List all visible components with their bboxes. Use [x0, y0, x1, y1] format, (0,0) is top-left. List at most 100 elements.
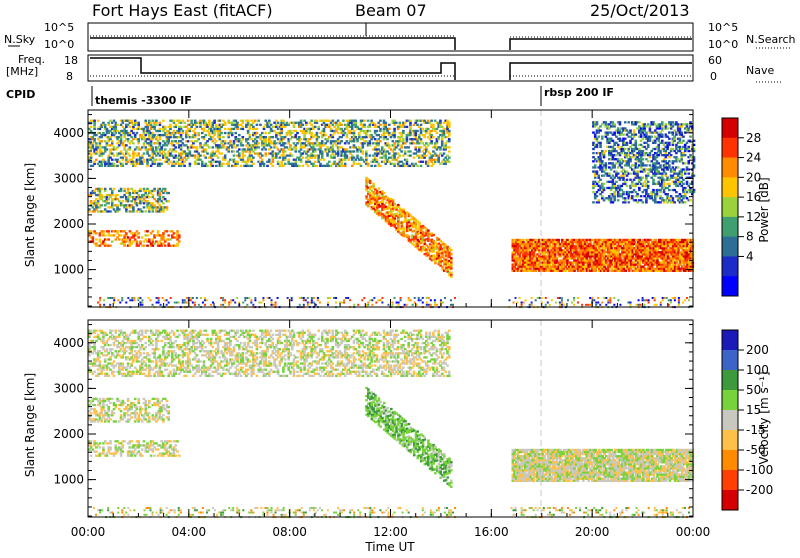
power-cell	[280, 161, 283, 163]
power-cell	[93, 120, 96, 122]
power-cell	[152, 146, 155, 148]
power-cell	[358, 146, 361, 148]
power-cell	[383, 134, 386, 136]
power-cell	[376, 140, 379, 142]
power-cell	[167, 200, 170, 202]
power-cell	[610, 263, 613, 265]
power-cell	[164, 188, 167, 190]
power-cell	[422, 161, 425, 163]
power-cell	[522, 239, 525, 241]
power-cell	[233, 128, 236, 130]
power-cell	[197, 132, 200, 134]
power-cell	[107, 154, 110, 156]
power-cell	[622, 191, 625, 193]
beam-title: Beam 07	[355, 1, 427, 20]
power-cell	[404, 122, 407, 124]
power-cell	[106, 128, 109, 130]
power-cell	[358, 134, 361, 136]
power-cell	[264, 120, 267, 122]
power-cell	[277, 163, 280, 165]
power-cell	[418, 126, 421, 128]
power-cell	[631, 195, 634, 197]
power-cell	[182, 120, 185, 122]
power-cell	[139, 198, 142, 200]
power-cell	[416, 165, 419, 167]
power-cell	[393, 132, 396, 134]
power-cell	[603, 199, 606, 201]
power-cell	[153, 163, 156, 165]
power-cell	[399, 148, 402, 150]
power-cell	[236, 128, 239, 130]
power-cell	[284, 157, 287, 159]
power-cell	[113, 134, 116, 136]
power-cell	[137, 122, 140, 124]
power-cell	[92, 146, 95, 148]
power-cell	[227, 161, 230, 163]
power-cell	[434, 152, 437, 154]
power-cell	[427, 136, 430, 138]
power-cell	[393, 163, 396, 165]
power-cell	[627, 121, 630, 123]
power-cell	[252, 122, 255, 124]
power-cell	[564, 266, 567, 268]
power-cell	[446, 136, 449, 138]
power-cell	[360, 165, 363, 167]
power-cell	[617, 199, 620, 201]
power-cell	[557, 241, 560, 243]
power-cell	[450, 259, 453, 261]
power-cell	[317, 128, 320, 130]
power-cell	[309, 122, 312, 124]
power-cell	[293, 126, 296, 128]
power-cell	[227, 120, 230, 122]
power-cell	[439, 124, 442, 126]
power-cell	[365, 161, 368, 163]
power-cell	[275, 124, 278, 126]
power-cell	[152, 230, 155, 232]
power-cell	[143, 128, 146, 130]
power-cell	[192, 130, 195, 132]
power-cell	[337, 152, 340, 154]
power-cell	[319, 163, 322, 165]
power-cell	[227, 165, 230, 167]
power-cell	[443, 130, 446, 132]
power-cell	[631, 197, 634, 199]
power-cell	[439, 120, 442, 122]
power-cell	[155, 120, 158, 122]
power-cell	[606, 125, 609, 127]
power-cell	[592, 187, 595, 189]
power-cell	[425, 132, 428, 134]
power-cell	[286, 134, 289, 136]
power-cell	[326, 163, 329, 165]
power-cell	[272, 150, 275, 152]
power-cell	[363, 124, 366, 126]
power-cell	[136, 230, 139, 232]
power-cell	[302, 124, 305, 126]
power-cell	[326, 154, 329, 156]
power-cell	[603, 257, 606, 259]
power-cell	[365, 183, 368, 185]
power-cell	[601, 162, 604, 164]
power-cell	[254, 138, 257, 140]
power-cell	[236, 150, 239, 152]
power-cell	[114, 128, 117, 130]
power-cell	[277, 161, 280, 163]
power-cell	[183, 165, 186, 167]
power-cell	[430, 165, 433, 167]
power-cell	[629, 129, 632, 131]
power-cell	[180, 126, 183, 128]
power-cell	[155, 148, 158, 150]
power-cell	[446, 120, 449, 122]
power-cell	[249, 128, 252, 130]
power-cell	[227, 148, 230, 150]
power-cell	[649, 239, 652, 241]
power-cell	[356, 138, 359, 140]
power-cell	[631, 245, 634, 247]
power-cell	[615, 162, 618, 164]
power-cell	[607, 268, 610, 270]
power-cell	[332, 148, 335, 150]
power-cell	[183, 157, 186, 159]
power-cell	[102, 210, 105, 212]
power-cell	[93, 161, 96, 163]
power-cell	[326, 140, 329, 142]
power-cell	[427, 165, 430, 167]
